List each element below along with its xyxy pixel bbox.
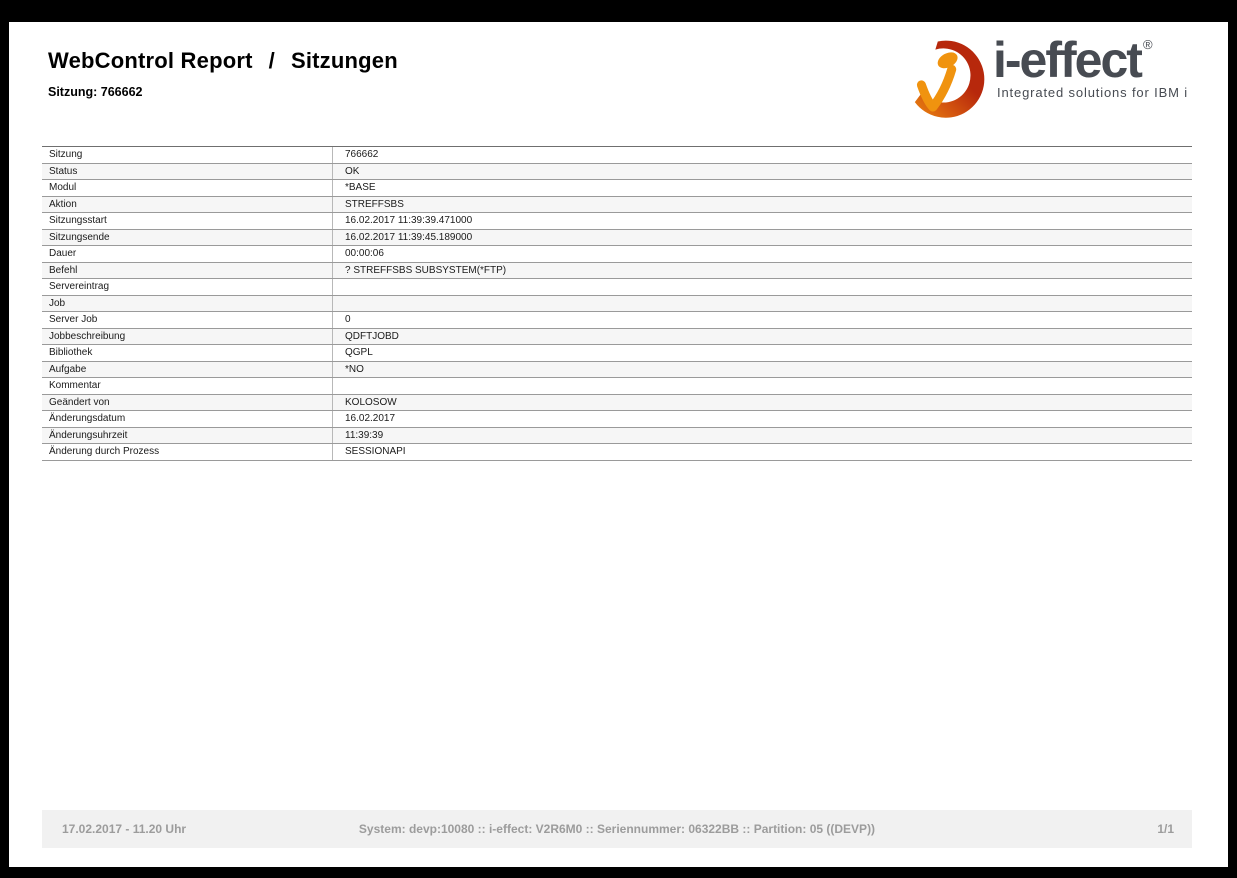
row-label: Kommentar <box>42 378 333 394</box>
row-label: Servereintrag <box>42 279 333 295</box>
table-row: Server Job 0 <box>42 312 1192 329</box>
row-label: Job <box>42 295 333 311</box>
row-value: 766662 <box>345 149 379 161</box>
row-value: QDFTJOBD <box>345 330 399 342</box>
i-effect-swoosh-icon <box>914 40 985 118</box>
row-label: Sitzung <box>42 147 333 163</box>
row-value: 16.02.2017 11:39:39.471000 <box>345 215 473 227</box>
table-row: Status OK <box>42 163 1192 180</box>
row-value: 11:39:39 <box>345 429 384 441</box>
table-row: Sitzungsstart 16.02.2017 11:39:39.471000 <box>42 213 1192 230</box>
row-value: SESSIONAPI <box>345 446 406 458</box>
row-label: Befehl <box>42 262 333 278</box>
row-value: 16.02.2017 <box>345 413 396 425</box>
row-value: *BASE <box>345 182 376 194</box>
row-value: 16.02.2017 11:39:45.189000 <box>345 231 473 243</box>
row-value: 00:00:06 <box>345 248 384 260</box>
table-row: Modul *BASE <box>42 180 1192 197</box>
table-row: Jobbeschreibung QDFTJOBD <box>42 328 1192 345</box>
row-value: QGPL <box>345 347 373 359</box>
row-label: Änderungsdatum <box>42 411 333 427</box>
footer-page-indicator: 1/1 <box>1157 822 1174 836</box>
page-title: WebControl Report / Sitzungen <box>48 48 398 74</box>
row-label: Server Job <box>42 312 333 328</box>
registered-trademark-icon: ® <box>1142 37 1153 52</box>
table-row: Sitzung 766662 <box>42 147 1192 164</box>
row-label: Änderungsuhrzeit <box>42 427 333 443</box>
row-value: *NO <box>345 363 364 375</box>
table-row: Kommentar <box>42 378 1192 395</box>
row-value: OK <box>345 165 360 177</box>
table-row: Aktion STREFFSBS <box>42 196 1192 213</box>
page-title-main: WebControl Report <box>48 48 253 73</box>
table-row: Servereintrag <box>42 279 1192 296</box>
row-label: Sitzungsende <box>42 229 333 245</box>
row-label: Bibliothek <box>42 345 333 361</box>
table-row: Sitzungsende 16.02.2017 11:39:45.189000 <box>42 229 1192 246</box>
session-table: Sitzung 766662 Status OK Modul *BASE Akt… <box>42 146 1192 461</box>
footer-system-info: System: devp:10080 :: i-effect: V2R6M0 :… <box>358 822 876 836</box>
session-subtitle: Sitzung: 766662 <box>48 85 143 99</box>
row-label: Modul <box>42 180 333 196</box>
row-label: Änderung durch Prozess <box>42 444 333 460</box>
table-row: Dauer 00:00:06 <box>42 246 1192 263</box>
table-row: Job <box>42 295 1192 312</box>
table-row: Änderungsuhrzeit 11:39:39 <box>42 427 1192 444</box>
logo-wordmark: i-effect <box>993 32 1143 88</box>
page-title-separator: / <box>268 48 275 73</box>
table-row: Befehl ? STREFFSBS SUBSYSTEM(*FTP) <box>42 262 1192 279</box>
logo-text-block: i-effect ® Integrated solutions for IBM … <box>993 32 1188 100</box>
i-effect-logo: i-effect ® Integrated solutions for IBM … <box>905 32 1188 122</box>
row-value: KOLOSOW <box>345 396 397 408</box>
table-row: Aufgabe *NO <box>42 361 1192 378</box>
row-label: Jobbeschreibung <box>42 328 333 344</box>
report-page: WebControl Report / Sitzungen Sitzung: 766… <box>9 22 1228 867</box>
footer-timestamp: 17.02.2017 - 11.20 Uhr <box>62 822 187 836</box>
row-label: Sitzungsstart <box>42 213 333 229</box>
row-value: 0 <box>345 314 351 326</box>
row-label: Aktion <box>42 196 333 212</box>
row-label: Aufgabe <box>42 361 333 377</box>
table-row: Geändert von KOLOSOW <box>42 394 1192 411</box>
row-label: Status <box>42 163 333 179</box>
report-footer: 17.02.2017 - 11.20 Uhr System: devp:1008… <box>42 810 1192 848</box>
table-row: Änderung durch Prozess SESSIONAPI <box>42 444 1192 461</box>
row-value: STREFFSBS <box>345 198 404 210</box>
page-title-section: Sitzungen <box>290 48 398 73</box>
row-label: Geändert von <box>42 394 333 410</box>
table-row: Änderungsdatum 16.02.2017 <box>42 411 1192 428</box>
row-label: Dauer <box>42 246 333 262</box>
logo-tagline: Integrated solutions for IBM i <box>997 85 1188 100</box>
row-value: ? STREFFSBS SUBSYSTEM(*FTP) <box>345 264 507 276</box>
table-row: Bibliothek QGPL <box>42 345 1192 362</box>
